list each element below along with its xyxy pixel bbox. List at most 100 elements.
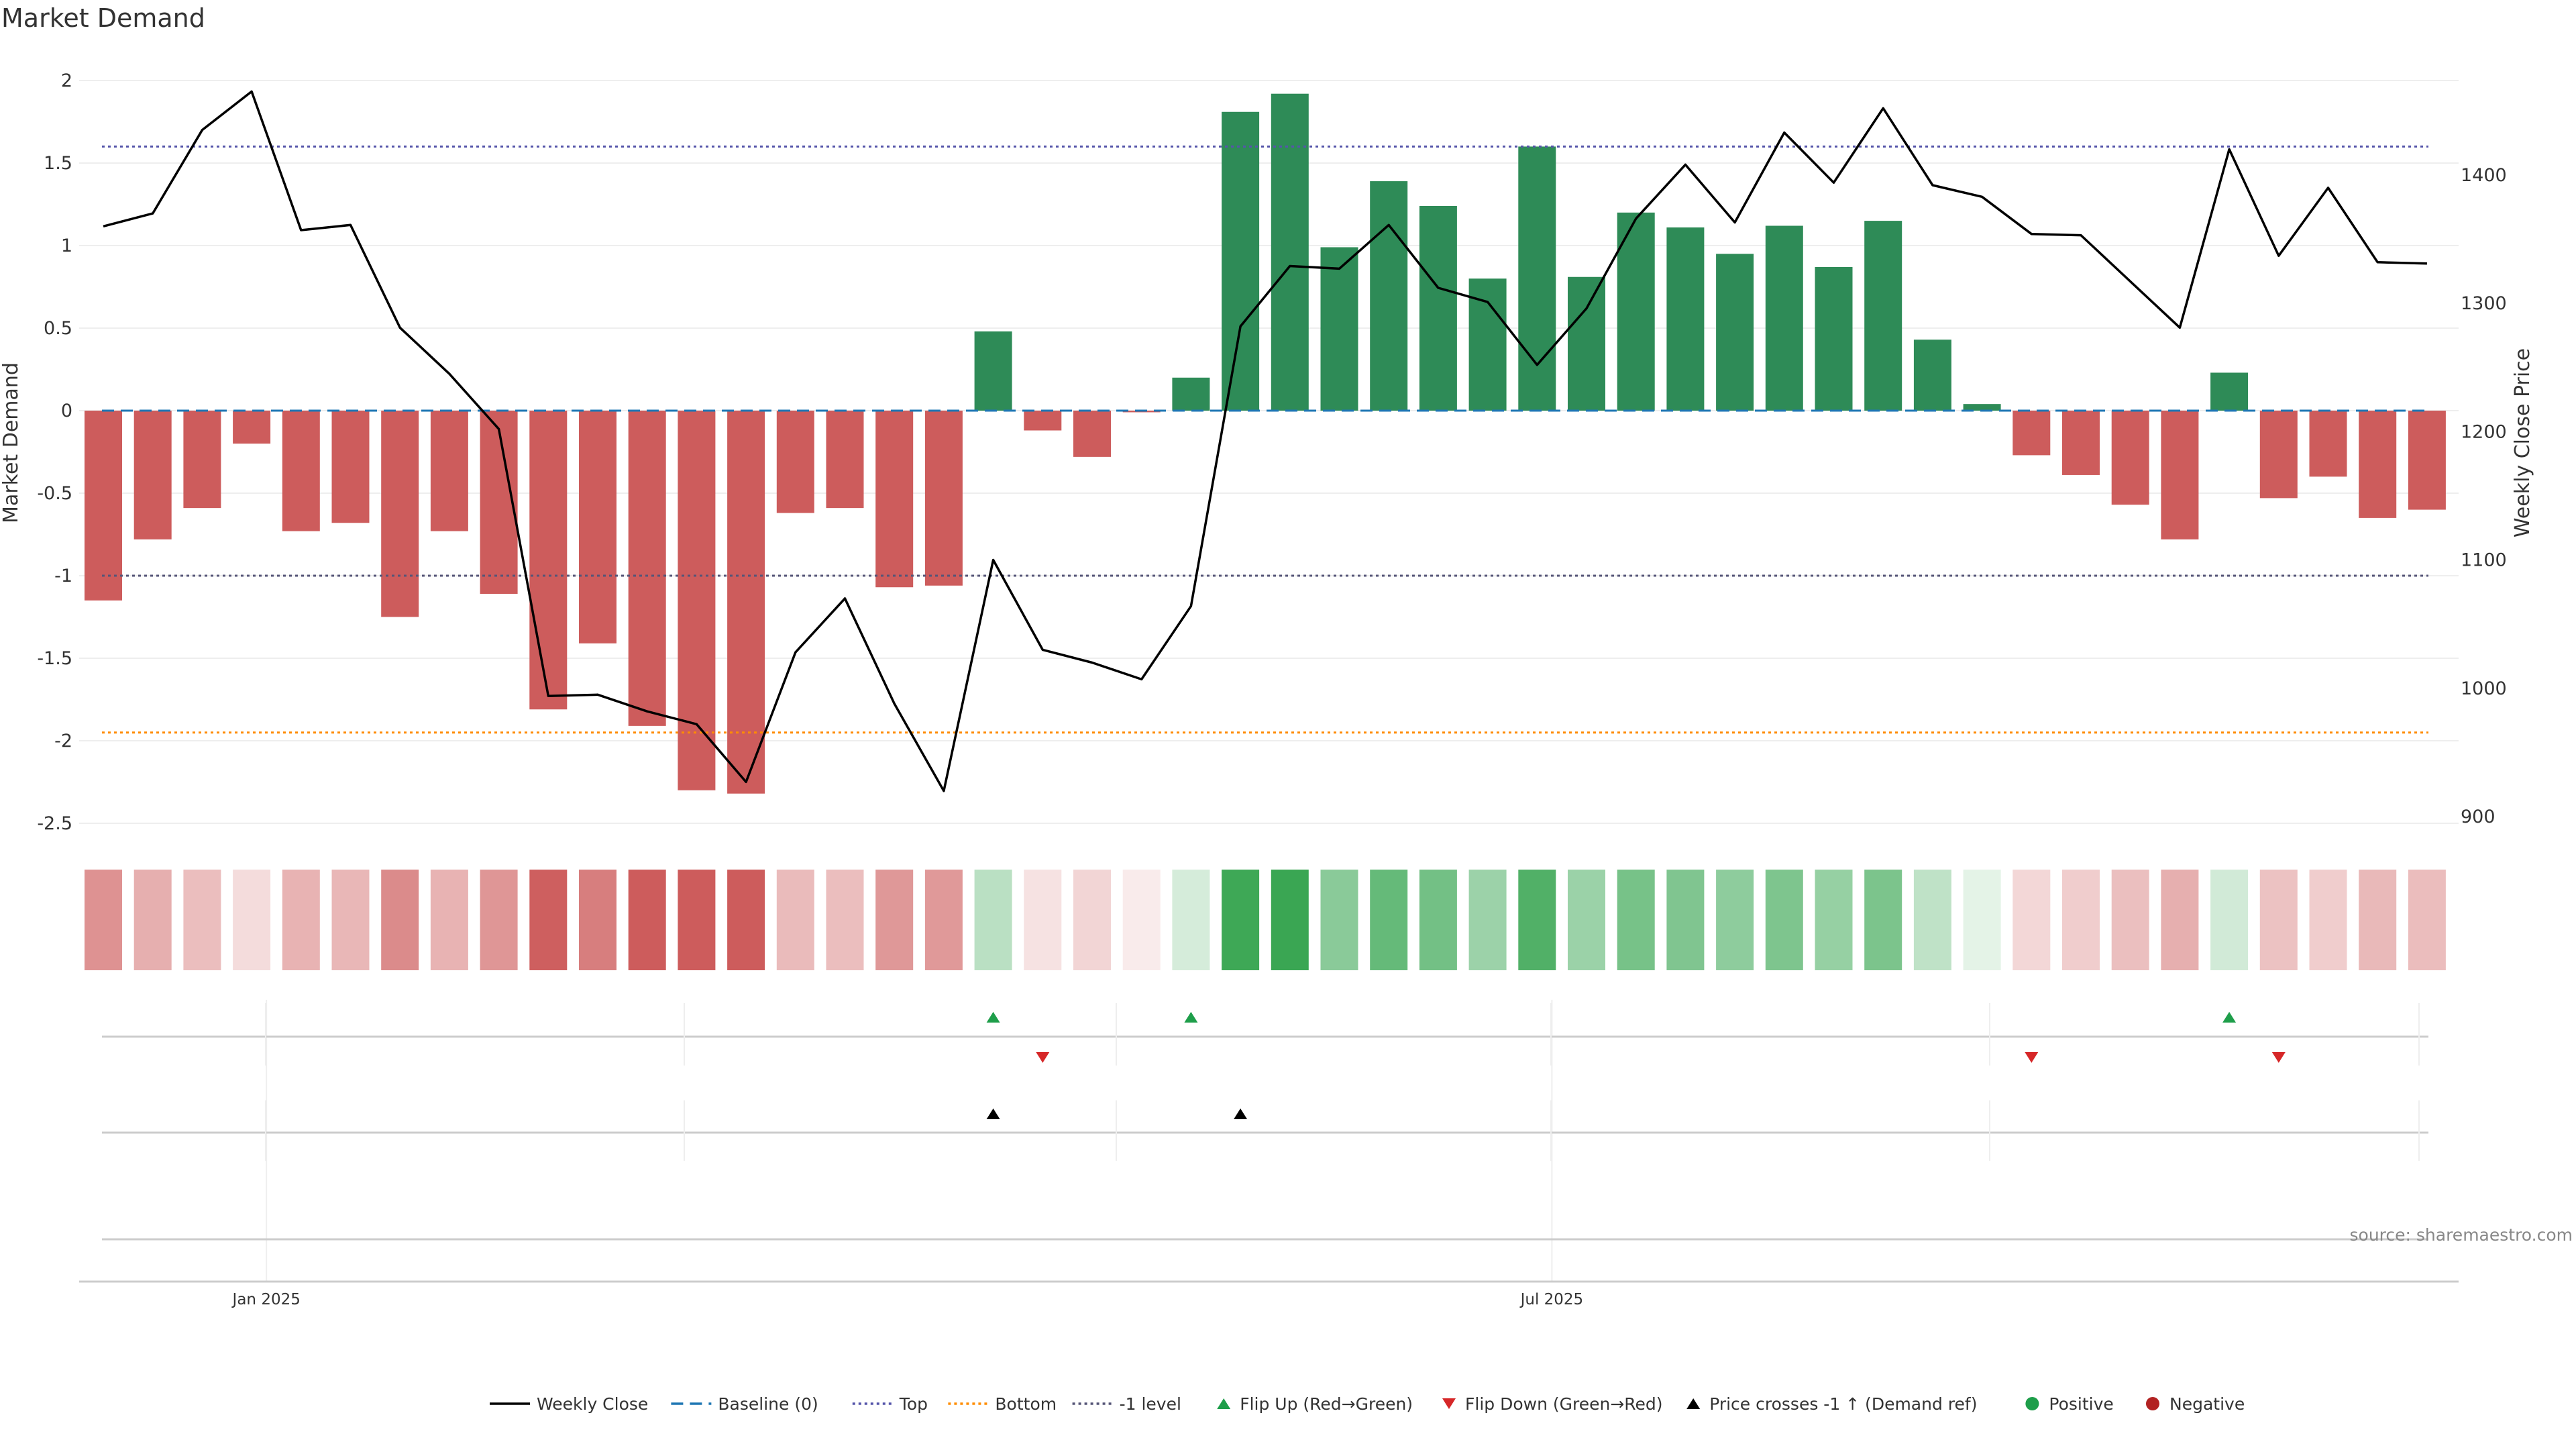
heat-cell xyxy=(924,870,963,970)
demand-bar xyxy=(1617,212,1655,411)
y-tick-label-left: 0.5 xyxy=(44,318,72,339)
event-panels xyxy=(986,1012,2286,1119)
legend-label: Bottom xyxy=(995,1394,1057,1414)
heat-cell xyxy=(875,870,914,970)
heat-cell xyxy=(2210,870,2249,970)
demand-bar xyxy=(1864,221,1902,411)
demand-bar xyxy=(331,411,370,523)
legend-label: Flip Up (Red→Green) xyxy=(1240,1394,1413,1414)
price-cross-marker xyxy=(1234,1108,1248,1119)
heat-cell xyxy=(727,870,765,970)
demand-bar xyxy=(1172,377,1210,411)
legend-label: Top xyxy=(899,1394,928,1414)
grid-lines xyxy=(79,80,2459,1283)
heat-cell xyxy=(1172,870,1210,970)
demand-bar xyxy=(776,411,814,513)
legend-label: Price crosses -1 ↑ (Demand ref) xyxy=(1709,1394,1977,1414)
demand-bar xyxy=(1370,181,1408,411)
legend-swatch xyxy=(2025,1397,2039,1410)
demand-bar xyxy=(579,411,616,643)
heat-cell xyxy=(282,870,320,970)
weekly-close-line xyxy=(103,90,2427,792)
flip-down-marker xyxy=(1036,1052,1050,1063)
demand-bar xyxy=(2210,372,2249,411)
demand-bar xyxy=(628,411,666,726)
price-cross-marker xyxy=(986,1108,1000,1119)
heat-cell xyxy=(628,870,666,970)
y-tick-label-right: 900 xyxy=(2461,807,2496,827)
legend-swatch xyxy=(1686,1398,1701,1409)
demand-bar xyxy=(1963,404,2001,411)
heat-cell xyxy=(776,870,814,970)
heat-cell xyxy=(2309,870,2347,970)
heat-cell xyxy=(331,870,370,970)
legend-swatch xyxy=(2146,1397,2159,1410)
demand-bar xyxy=(85,411,122,601)
heat-cell xyxy=(233,870,271,970)
flip-down-marker xyxy=(2025,1052,2039,1063)
legend-swatch xyxy=(1442,1398,1456,1409)
heat-cell xyxy=(1271,870,1309,970)
source-note: source: sharemaestro.com xyxy=(2350,1225,2573,1245)
demand-bar xyxy=(678,411,716,790)
y-tick-label-right: 1200 xyxy=(2461,421,2507,442)
heat-strip xyxy=(85,870,2446,970)
demand-bar xyxy=(1568,276,1605,411)
y-tick-label-right: 1100 xyxy=(2461,550,2507,571)
demand-bar xyxy=(826,411,864,509)
demand-bar xyxy=(2012,411,2051,456)
heat-cell xyxy=(430,870,468,970)
demand-bar xyxy=(2359,411,2397,518)
reference-lines xyxy=(102,145,2428,734)
heat-cell xyxy=(529,870,568,970)
heat-cell xyxy=(133,870,172,970)
demand-bar xyxy=(1468,278,1507,411)
demand-bar xyxy=(875,411,914,588)
heat-cell xyxy=(678,870,716,970)
demand-bar xyxy=(2161,411,2199,539)
flip-up-marker xyxy=(2222,1012,2237,1023)
heat-cell xyxy=(480,870,518,970)
demand-bar xyxy=(1913,340,1951,411)
demand-bars xyxy=(85,93,2446,794)
demand-bar xyxy=(1765,225,1803,411)
heat-cell xyxy=(1666,870,1705,970)
demand-bar xyxy=(2062,411,2100,475)
flip-up-marker xyxy=(986,1012,1000,1023)
y-tick-label-left: -2 xyxy=(54,731,72,751)
flip-down-marker xyxy=(2271,1052,2286,1063)
heat-cell xyxy=(1419,870,1457,970)
heat-cell xyxy=(1370,870,1408,970)
legend: Weekly Close Baseline (0) Top Bottom -1 leve… xyxy=(490,1394,2245,1414)
x-tick-label: Jan 2025 xyxy=(231,1291,301,1308)
heat-cell xyxy=(974,870,1012,970)
heat-cell xyxy=(381,870,419,970)
price-line-group xyxy=(103,90,2427,792)
demand-bar xyxy=(430,411,468,531)
demand-bar xyxy=(727,411,765,794)
flip-up-marker xyxy=(1184,1012,1198,1023)
demand-bar xyxy=(1024,411,1062,431)
y-tick-label-right: 1400 xyxy=(2461,165,2507,186)
demand-bar xyxy=(924,411,963,586)
heat-cell xyxy=(1765,870,1803,970)
heat-cell xyxy=(1024,870,1062,970)
y-tick-label-left: -1 xyxy=(54,566,72,586)
y-axis-title-right: Weekly Close Price xyxy=(2511,348,2534,537)
legend-label: Negative xyxy=(2169,1394,2245,1414)
chart-title: Market Demand xyxy=(1,3,205,33)
demand-bar xyxy=(1716,254,1754,411)
y-tick-label-right: 1000 xyxy=(2461,678,2507,699)
demand-bar xyxy=(183,411,221,509)
heat-cell xyxy=(2359,870,2397,970)
heat-cell xyxy=(2408,870,2446,970)
heat-cell xyxy=(1122,870,1161,970)
demand-bar xyxy=(974,331,1012,411)
demand-bar xyxy=(1073,411,1111,457)
heat-cell xyxy=(2062,870,2100,970)
legend-label: Positive xyxy=(2049,1394,2113,1414)
x-tick-label: Jul 2025 xyxy=(1519,1291,1584,1308)
legend-label: Weekly Close xyxy=(537,1394,648,1414)
